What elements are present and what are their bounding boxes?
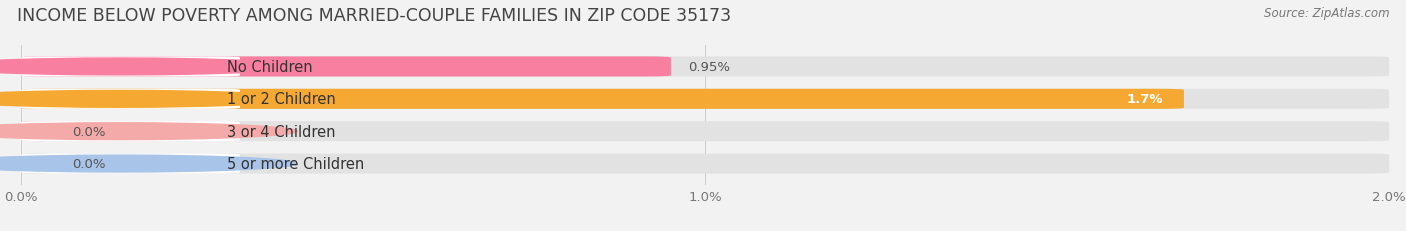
Circle shape <box>0 155 297 172</box>
Text: 3 or 4 Children: 3 or 4 Children <box>228 124 336 139</box>
FancyBboxPatch shape <box>21 57 240 77</box>
Text: No Children: No Children <box>228 60 314 75</box>
FancyBboxPatch shape <box>21 89 1184 109</box>
Circle shape <box>0 91 297 108</box>
Text: Source: ZipAtlas.com: Source: ZipAtlas.com <box>1264 7 1389 20</box>
Text: 1.7%: 1.7% <box>1126 93 1163 106</box>
FancyBboxPatch shape <box>21 122 55 142</box>
FancyBboxPatch shape <box>21 122 240 142</box>
FancyBboxPatch shape <box>21 89 1389 109</box>
FancyBboxPatch shape <box>21 57 671 77</box>
Text: 0.0%: 0.0% <box>72 125 105 138</box>
FancyBboxPatch shape <box>21 154 240 174</box>
FancyBboxPatch shape <box>21 89 240 109</box>
Text: 1 or 2 Children: 1 or 2 Children <box>228 92 336 107</box>
Text: INCOME BELOW POVERTY AMONG MARRIED-COUPLE FAMILIES IN ZIP CODE 35173: INCOME BELOW POVERTY AMONG MARRIED-COUPL… <box>17 7 731 25</box>
Text: 0.95%: 0.95% <box>688 61 730 74</box>
Circle shape <box>0 59 297 76</box>
Text: 5 or more Children: 5 or more Children <box>228 156 364 171</box>
FancyBboxPatch shape <box>21 122 1389 142</box>
FancyBboxPatch shape <box>21 154 55 174</box>
Text: 0.0%: 0.0% <box>72 157 105 170</box>
Circle shape <box>0 123 297 140</box>
FancyBboxPatch shape <box>21 154 1389 174</box>
FancyBboxPatch shape <box>21 57 1389 77</box>
